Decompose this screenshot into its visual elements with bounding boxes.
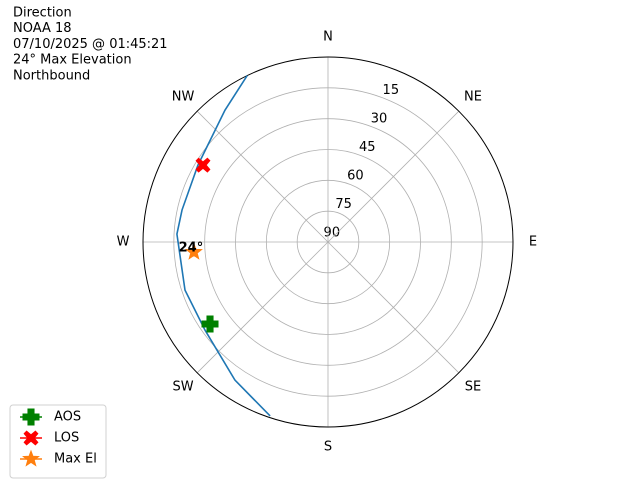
theta-tick-label: NW	[172, 90, 195, 105]
r-tick-label: 15	[383, 83, 400, 98]
theta-tick-label: N	[323, 30, 333, 45]
r-tick-label: 45	[359, 140, 376, 155]
theta-tick-label: W	[117, 235, 130, 250]
legend-marker	[23, 430, 39, 446]
legend-marker	[22, 449, 40, 467]
track-line	[176, 75, 271, 417]
theta-tick-label: NE	[464, 90, 482, 105]
grid-spoke	[196, 241, 329, 374]
theta-tick-label: SE	[465, 379, 481, 394]
theta-tick-label: SW	[172, 379, 193, 394]
title-line: 24° Max Elevation	[13, 53, 132, 68]
r-tick-label: 75	[335, 197, 352, 212]
r-tick-label: 30	[371, 111, 388, 126]
polar-spine	[142, 56, 514, 428]
legend-marker	[22, 408, 40, 426]
grid-spoke	[327, 241, 460, 374]
legend-label: AOS	[54, 410, 81, 425]
marker-plus	[201, 315, 219, 333]
legend-label: Max El	[54, 452, 97, 467]
grid-spoke	[196, 110, 329, 243]
title-line: Northbound	[13, 68, 90, 83]
annotation: 24°	[179, 241, 204, 256]
grid-spoke	[327, 110, 460, 243]
title-line: 07/10/2025 @ 01:45:21	[13, 37, 168, 52]
theta-tick-label: E	[529, 235, 537, 250]
theta-tick-label: S	[324, 440, 332, 455]
title-line: Direction	[13, 6, 72, 21]
marker-star	[184, 242, 203, 260]
title-line: NOAA 18	[13, 21, 72, 36]
r-tick-label: 60	[347, 168, 364, 183]
legend-label: LOS	[54, 431, 79, 446]
marker-x	[195, 157, 211, 173]
